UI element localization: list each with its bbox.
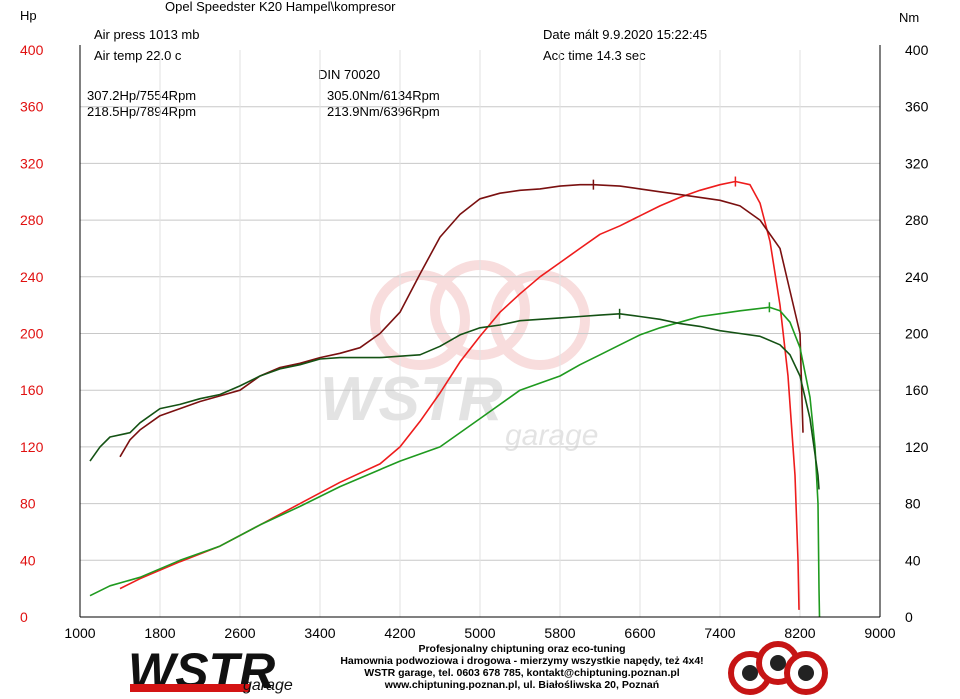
x-tick-label: 6600 — [624, 625, 655, 641]
x-tick-label: 1000 — [64, 625, 95, 641]
y-right-tick-label: 80 — [905, 496, 921, 512]
standard-label: DIN 70020 — [318, 67, 380, 82]
y-right-tick-label: 120 — [905, 439, 929, 455]
footer-logo: WSTR garage — [128, 643, 293, 699]
y-right-tick-label: 40 — [905, 552, 921, 568]
y-left-tick-label: 240 — [20, 269, 44, 285]
x-tick-label: 7400 — [704, 625, 735, 641]
footer-line-1: Profesjonalny chiptuning oraz eco-tuning — [418, 643, 625, 655]
watermark-logo: WSTR garage — [320, 260, 598, 452]
x-tick-label: 3400 — [304, 625, 335, 641]
x-tick-label: 5800 — [544, 625, 575, 641]
legend-red-power: 307.2Hp/7554Rpm — [87, 88, 196, 103]
y-right-tick-label: 400 — [905, 42, 929, 58]
series-line-0 — [119, 180, 800, 610]
tick-labels: 0 0 40 40 80 80 120 120 160 160 200 200 240 240 280 280… — [20, 42, 929, 641]
legend-red-torque: 305.0Nm/6134Rpm — [327, 88, 440, 103]
series-line-2 — [89, 306, 821, 618]
x-tick-label: 2600 — [224, 625, 255, 641]
y-right-tick-label: 280 — [905, 212, 929, 228]
footer-line-4: www.chiptuning.poznan.pl, ul. Białośliws… — [384, 679, 659, 691]
series-line-3 — [89, 313, 820, 490]
y-left-tick-label: 40 — [20, 552, 36, 568]
x-tick-label: 8200 — [784, 625, 815, 641]
date-measured: Date mált 9.9.2020 15:22:45 — [543, 27, 707, 42]
y-left-tick-label: 200 — [20, 326, 44, 342]
y-left-tick-label: 360 — [20, 99, 44, 115]
y-right-tick-label: 0 — [905, 609, 913, 625]
x-tick-label: 5000 — [464, 625, 495, 641]
plot-frame — [79, 45, 881, 618]
footer-line-2: Hamownia podwoziowa i drogowa - mierzymy… — [340, 655, 703, 667]
footer-line-3: WSTR garage, tel. 0603 678 785, kontakt@… — [364, 667, 679, 679]
grid — [80, 50, 880, 617]
x-tick-label: 1800 — [144, 625, 175, 641]
y-left-tick-label: 400 — [20, 42, 44, 58]
chart-title: Opel Speedster K20 Hampel\kompresor — [165, 0, 396, 14]
series-lines — [89, 176, 821, 618]
y-left-tick-label: 80 — [20, 496, 36, 512]
y-right-tick-label: 360 — [905, 99, 929, 115]
y-right-tick-label: 160 — [905, 382, 929, 398]
x-tick-label: 9000 — [864, 625, 895, 641]
footer-logo-subtext: garage — [243, 677, 293, 694]
legend-green-power: 218.5Hp/7894Rpm — [87, 104, 196, 119]
series-line-1 — [119, 183, 804, 458]
y-left-tick-label: 120 — [20, 439, 44, 455]
y-left-tick-label: 0 — [20, 609, 28, 625]
footer-logo-bar — [130, 684, 250, 692]
acc-time: Acc time 14.3 sec — [543, 48, 646, 63]
legend-green-torque: 213.9Nm/6396Rpm — [327, 104, 440, 119]
y-left-tick-label: 320 — [20, 155, 44, 171]
air-press: Air press 1013 mb — [94, 27, 200, 42]
air-temp: Air temp 22.0 c — [94, 48, 182, 63]
y-right-tick-label: 240 — [905, 269, 929, 285]
gauge-logo-icon — [728, 641, 828, 695]
y-right-unit: Nm — [899, 10, 919, 25]
y-left-tick-label: 160 — [20, 382, 44, 398]
y-left-unit: Hp — [20, 8, 37, 23]
svg-text:WSTR: WSTR — [320, 365, 503, 434]
y-left-tick-label: 280 — [20, 212, 44, 228]
x-tick-label: 4200 — [384, 625, 415, 641]
y-right-tick-label: 200 — [905, 326, 929, 342]
y-right-tick-label: 320 — [905, 155, 929, 171]
